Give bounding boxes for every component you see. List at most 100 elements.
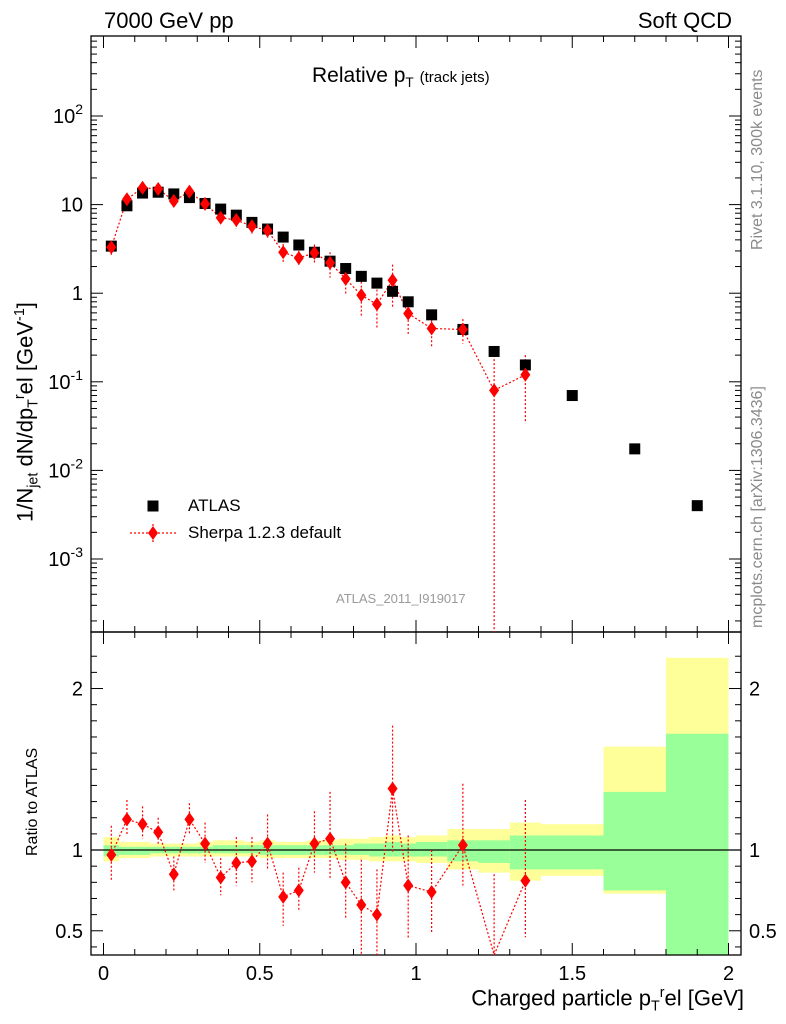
ratio-y-tick-label: 0.5 xyxy=(55,921,83,943)
beam-energy-label: 7000 GeV pp xyxy=(104,8,234,33)
ratio-uncertainty-bands xyxy=(103,657,729,955)
ratio-sherpa-point xyxy=(387,781,398,796)
sherpa-point xyxy=(106,240,117,255)
x-tick-label: 1.5 xyxy=(558,963,586,985)
band-inner xyxy=(384,841,401,857)
sherpa-point xyxy=(246,219,257,234)
main-y-tick-label: 102 xyxy=(53,101,83,128)
atlas-point xyxy=(519,359,531,371)
legend-label-sherpa: Sherpa 1.2.3 default xyxy=(188,523,342,542)
atlas-point xyxy=(387,285,399,297)
ratio-sherpa-point xyxy=(168,867,179,882)
ratio-y-tick-label: 0.5 xyxy=(749,921,777,943)
sherpa-point xyxy=(325,255,336,270)
atlas-point xyxy=(215,203,227,215)
ratio-y-tick-label: 2 xyxy=(749,679,760,701)
ratio-sherpa-point xyxy=(200,836,211,851)
sherpa-line xyxy=(110,187,526,392)
atlas-point xyxy=(488,345,500,357)
ratio-sherpa-point xyxy=(137,817,148,832)
sherpa-point xyxy=(215,210,226,225)
x-tick-label: 1 xyxy=(410,963,421,985)
atlas-point xyxy=(277,231,289,243)
main-y-tick-label: 1 xyxy=(72,283,83,305)
ratio-sherpa-point xyxy=(309,836,320,851)
x-tick-label: 2 xyxy=(723,963,734,985)
main-y-tick-label: 10-2 xyxy=(48,455,83,482)
mcplots-label: mcplots.cern.ch [arXiv:1306.3436] xyxy=(749,386,766,628)
sherpa-point xyxy=(168,193,179,208)
ratio-sherpa-point xyxy=(121,812,132,827)
band-inner xyxy=(478,840,510,863)
process-label: Soft QCD xyxy=(637,8,732,33)
legend-sherpa-marker xyxy=(148,526,158,540)
main-y-tick-label: 10 xyxy=(61,195,83,217)
atlas-point xyxy=(340,263,352,275)
sherpa-point xyxy=(371,297,382,312)
sherpa-point xyxy=(426,321,437,336)
ratio-sherpa-point xyxy=(457,838,468,853)
sherpa-point xyxy=(403,306,414,321)
legend-label-atlas: ATLAS xyxy=(188,496,241,515)
atlas-point xyxy=(402,296,414,308)
ratio-y-axis-label: Ratio to ATLAS xyxy=(24,747,41,856)
sherpa-point xyxy=(262,223,273,238)
band-inner xyxy=(416,841,448,857)
ratio-sherpa-point xyxy=(106,847,117,862)
sherpa-point xyxy=(200,196,211,211)
sherpa-point xyxy=(137,180,148,195)
legend-atlas-marker xyxy=(147,500,159,512)
sherpa-point xyxy=(293,250,304,265)
rivet-version-label: Rivet 3.1.10, 300k events xyxy=(749,69,766,250)
sherpa-point xyxy=(340,271,351,286)
ratio-sherpa-point xyxy=(325,831,336,846)
ratio-y-tick-label: 1 xyxy=(749,840,760,862)
atlas-point xyxy=(371,277,383,289)
analysis-id-label: ATLAS_2011_I919017 xyxy=(336,591,466,606)
band-inner xyxy=(119,846,135,855)
band-inner xyxy=(666,733,729,955)
sherpa-point xyxy=(278,245,289,260)
ratio-sherpa-point xyxy=(215,870,226,885)
atlas-point xyxy=(355,270,367,282)
atlas-point xyxy=(168,188,180,200)
ratio-sherpa-point xyxy=(262,836,273,851)
sherpa-point xyxy=(356,288,367,303)
ratio-sherpa-point xyxy=(520,873,531,888)
atlas-point xyxy=(566,390,578,402)
ratio-sherpa-point xyxy=(278,889,289,904)
ratio-sherpa-point xyxy=(246,854,257,869)
main-y-axis-label: 1/Njet dN/dpTrel [GeV-1] xyxy=(12,302,42,522)
sherpa-point xyxy=(387,273,398,288)
sherpa-point xyxy=(121,192,132,207)
ratio-sherpa-point xyxy=(293,883,304,898)
ratio-sherpa-point xyxy=(371,907,382,922)
ratio-sherpa-point xyxy=(153,825,164,840)
atlas-point xyxy=(293,239,305,251)
band-inner xyxy=(212,845,229,854)
ratio-y-tick-label: 1 xyxy=(72,840,83,862)
sherpa-point xyxy=(457,322,468,337)
band-inner xyxy=(353,843,370,855)
ratio-sherpa-point xyxy=(403,878,414,893)
ratio-sherpa-point xyxy=(231,855,242,870)
main-y-tick-label: 10-1 xyxy=(48,367,83,394)
sherpa-point xyxy=(309,245,320,260)
ratio-sherpa-point xyxy=(184,812,195,827)
x-tick-label: 0 xyxy=(98,963,109,985)
ratio-sherpa-point xyxy=(426,885,437,900)
main-y-tick-label: 10-3 xyxy=(48,544,83,571)
ratio-sherpa-point xyxy=(340,875,351,890)
atlas-point xyxy=(691,500,703,512)
sherpa-point xyxy=(231,213,242,228)
atlas-point xyxy=(629,443,641,455)
plot-title: Relative pT (track jets) xyxy=(312,64,490,91)
sherpa-point xyxy=(153,182,164,197)
sherpa-point xyxy=(489,383,500,398)
band-inner xyxy=(541,835,604,870)
x-tick-label: 0.5 xyxy=(246,963,274,985)
ratio-y-tick-label: 2 xyxy=(72,679,83,701)
atlas-point xyxy=(426,309,438,321)
ratio-sherpa-point xyxy=(356,897,367,912)
